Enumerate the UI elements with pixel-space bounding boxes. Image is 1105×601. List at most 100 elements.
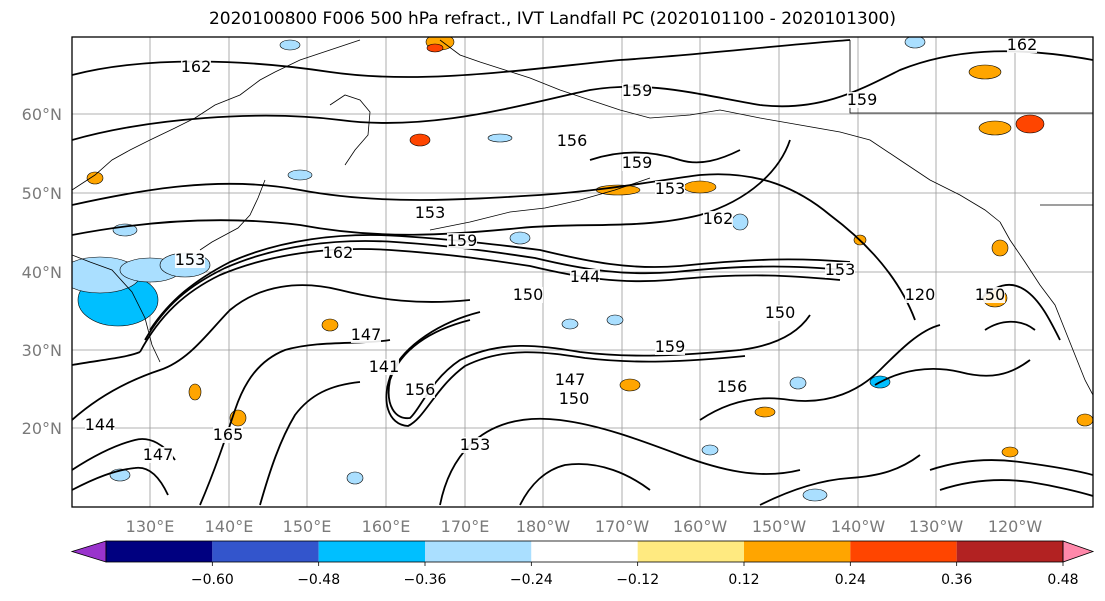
contour-label-bg (905, 287, 935, 303)
border-canada (849, 40, 1093, 206)
contour-label-bg (513, 287, 543, 303)
colorbar-outline (105, 540, 1064, 563)
contour-line (874, 359, 1031, 386)
contour-line (72, 466, 169, 496)
contour-label-bg (323, 245, 353, 261)
pc-shading (72, 37, 1093, 502)
colorbar-segment (212, 541, 319, 562)
pc-anomaly-patch (509, 231, 531, 245)
pc-anomaly-patch (1076, 413, 1093, 427)
pc-anomaly-patch (321, 318, 339, 332)
contour-label: 150 (765, 303, 796, 322)
pc-anomaly-patch (754, 406, 776, 418)
contour-label-bg (369, 359, 399, 375)
latitude-labels: 60°N 50°N 40°N 30°N 20°N (22, 105, 62, 438)
contour-label-bg (557, 133, 587, 149)
contour-label: 162 (703, 209, 734, 228)
pc-anomaly-patch (346, 471, 364, 485)
contour-label: 153 (825, 260, 856, 279)
contour-line (984, 320, 1036, 331)
lon-tick-label: 140°E (205, 517, 254, 536)
pc-anomaly-patch (904, 37, 926, 49)
contour-label-bg (555, 372, 585, 388)
contour-label-bg (460, 437, 490, 453)
contour-label: 147 (143, 445, 174, 464)
colorbar-tick-label: 0.24 (835, 572, 866, 588)
contour-line (699, 324, 941, 421)
contour-label-bg (447, 233, 477, 249)
contour-label-bg (717, 379, 747, 395)
pc-anomaly-patch (561, 318, 579, 330)
pc-anomaly-patch (86, 171, 104, 185)
lon-tick-label: 150°W (752, 517, 807, 536)
contour-label: 159 (847, 90, 878, 109)
contour-label-bg (622, 155, 652, 171)
colorbar-segment (425, 541, 532, 562)
contour-label-bg (847, 92, 877, 108)
colorbar-tick-label: −0.12 (616, 572, 659, 588)
contour-line (759, 454, 921, 506)
pc-anomaly-patch (991, 239, 1009, 257)
colorbar-tick-label: −0.60 (191, 572, 234, 588)
lon-tick-label: 180°W (516, 517, 571, 536)
contour-label: 162 (1007, 35, 1038, 54)
lat-tick-label: 40°N (22, 263, 62, 282)
lon-tick-label: 150°E (283, 517, 332, 536)
coastline-japan (199, 179, 266, 251)
contour-label: 150 (513, 285, 544, 304)
contour-label: 156 (405, 380, 436, 399)
contour-label: 144 (85, 415, 116, 434)
contour-label: 153 (415, 203, 446, 222)
contour-label-bg (622, 83, 652, 99)
jet-contour (139, 248, 841, 353)
lon-tick-label: 140°W (831, 517, 886, 536)
contour-label: 150 (975, 285, 1006, 304)
pc-anomaly-patch (1001, 446, 1019, 458)
contour-label-bg (85, 417, 115, 433)
contour-label: 153 (460, 435, 491, 454)
contour-label-bg (975, 287, 1005, 303)
contour-label: 144 (570, 267, 601, 286)
lon-tick-label: 170°E (441, 517, 490, 536)
contour-label-bg (405, 382, 435, 398)
contour-line (72, 173, 916, 321)
contour-label: 165 (213, 425, 244, 444)
colorbar-tick-label: 0.12 (728, 572, 759, 588)
contour-label: 147 (555, 370, 586, 389)
contour-label: 150 (559, 389, 590, 408)
contour-label-bg (143, 447, 173, 463)
colorbar-segment (106, 541, 213, 562)
contour-label: 156 (557, 131, 588, 150)
pc-anomaly-patch (683, 180, 717, 194)
jet-contour (144, 240, 846, 341)
contour-label: 159 (447, 231, 478, 250)
lon-tick-label: 130°W (909, 517, 964, 536)
contour-label-bg (825, 262, 855, 278)
contour-label-bg (765, 305, 795, 321)
colorbar-max-arrow (1062, 540, 1095, 563)
contour-label-bg (655, 339, 685, 355)
colorbar-tick-label: −0.36 (404, 572, 447, 588)
pc-anomaly-patch (287, 169, 313, 181)
colorbar-segment (956, 541, 1063, 562)
lon-tick-label: 160°W (673, 517, 728, 536)
contour-label-bg (655, 181, 685, 197)
contour-line (939, 479, 1093, 497)
contour-label: 159 (622, 81, 653, 100)
pc-anomaly-patch (701, 444, 719, 456)
map-panel: 1621591561591531621531591621531501471441… (71, 35, 1094, 508)
contour-label: 120 (905, 285, 936, 304)
contour-line (72, 284, 471, 421)
contour-label-bg (570, 269, 600, 285)
map-title: 2020100800 F006 500 hPa refract., IVT La… (208, 9, 896, 29)
coastline-aleutians (429, 177, 651, 231)
colorbar-tick-label: 0.36 (941, 572, 972, 588)
pc-anomaly-patch (968, 64, 1002, 80)
contour-line (929, 459, 1093, 476)
contour-label-bg (1007, 37, 1037, 53)
contour-label-bg (415, 205, 445, 221)
colorbar-segment (850, 541, 957, 562)
lat-tick-label: 60°N (22, 105, 62, 124)
jet-contour (149, 234, 851, 331)
contour-line (589, 149, 741, 164)
